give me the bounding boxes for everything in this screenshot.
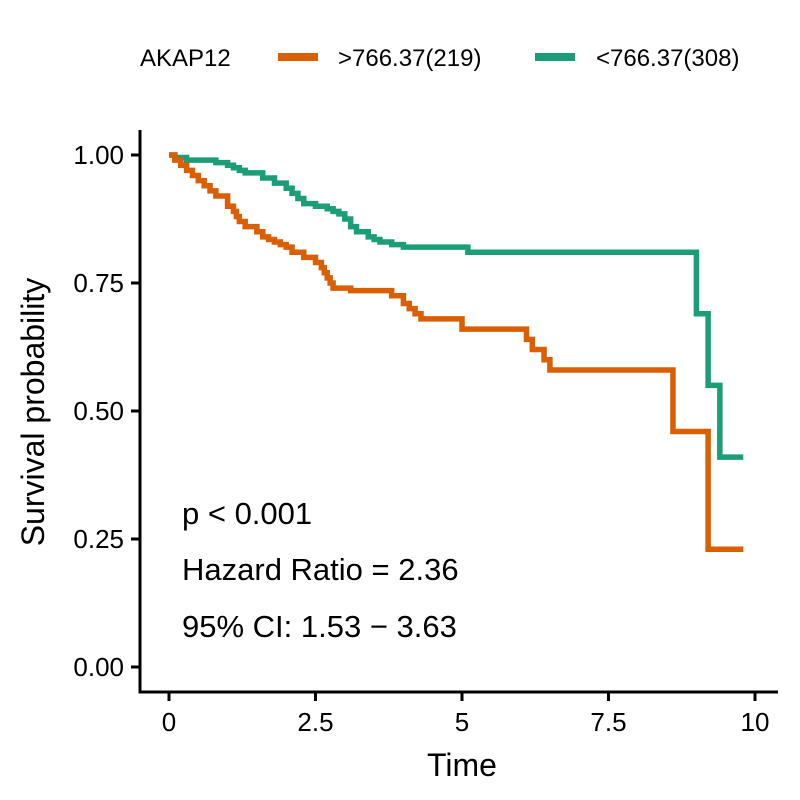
series-layer — [169, 152, 744, 552]
legend-title: AKAP12 — [140, 45, 231, 72]
confidence-interval-text: 95% CI: 1.53 − 3.63 — [182, 609, 457, 644]
x-ticks: 0 2.5 5 7.5 10 — [162, 692, 770, 737]
series-line-1 — [169, 152, 744, 552]
y-tick-label: 0.00 — [73, 652, 124, 682]
x-tick-label: 7.5 — [590, 707, 626, 737]
y-axis-title: Survival probability — [15, 278, 51, 547]
y-tick-label: 1.00 — [73, 140, 124, 170]
x-tick-label: 2.5 — [297, 707, 333, 737]
y-tick-label: 0.75 — [73, 268, 124, 298]
stats-annotations: p < 0.001 Hazard Ratio = 2.36 95% CI: 1.… — [182, 496, 459, 644]
y-tick-label: 0.50 — [73, 396, 124, 426]
series-line-2 — [169, 152, 744, 460]
legend-label-series-1: >766.37(219) — [338, 45, 481, 72]
hazard-ratio-text: Hazard Ratio = 2.36 — [182, 552, 459, 587]
y-ticks: 0.00 0.25 0.50 0.75 1.00 — [73, 140, 140, 682]
p-value-text: p < 0.001 — [182, 496, 312, 531]
x-tick-label: 0 — [162, 707, 176, 737]
x-tick-label: 10 — [741, 707, 770, 737]
y-tick-label: 0.25 — [73, 524, 124, 554]
x-axis-title: Time — [427, 747, 497, 783]
x-tick-label: 5 — [455, 707, 469, 737]
legend: AKAP12 >766.37(219) <766.37(308) — [140, 45, 739, 72]
legend-label-series-2: <766.37(308) — [596, 45, 739, 72]
